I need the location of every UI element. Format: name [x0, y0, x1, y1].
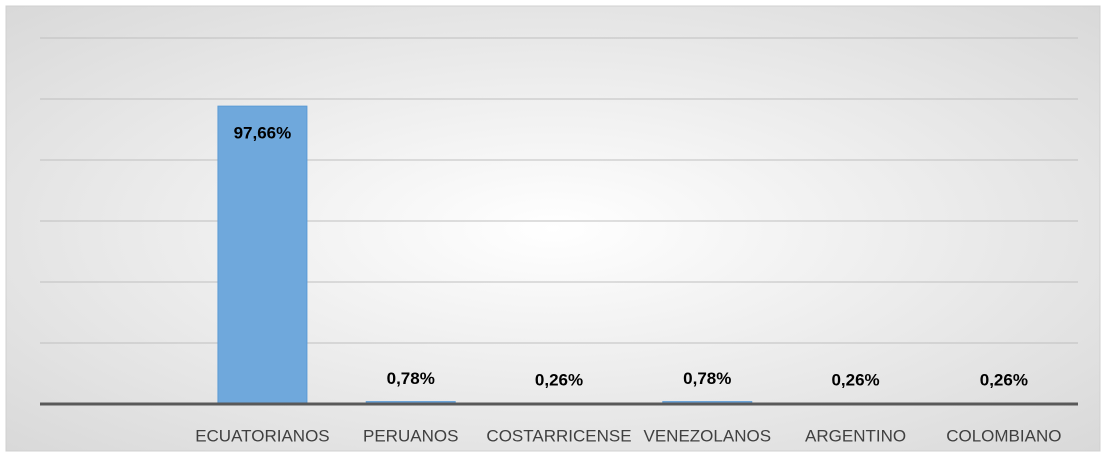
data-label: 0,78%	[683, 369, 731, 388]
x-tick-label: ARGENTINO	[805, 426, 906, 445]
x-tick-label: VENEZOLANOS	[644, 426, 772, 445]
x-tick-label: ECUATORIANOS	[195, 426, 329, 445]
data-label: 0,78%	[387, 369, 435, 388]
data-label: 0,26%	[831, 371, 879, 390]
data-label: 97,66%	[234, 124, 292, 143]
data-label: 0,26%	[980, 371, 1028, 390]
bar	[217, 105, 308, 405]
x-tick-label: COLOMBIANO	[946, 426, 1061, 445]
x-tick-label: PERUANOS	[363, 426, 458, 445]
data-label: 0,26%	[535, 371, 583, 390]
chart-background	[5, 5, 1101, 452]
x-tick-label: COSTARRICENSE	[486, 426, 631, 445]
